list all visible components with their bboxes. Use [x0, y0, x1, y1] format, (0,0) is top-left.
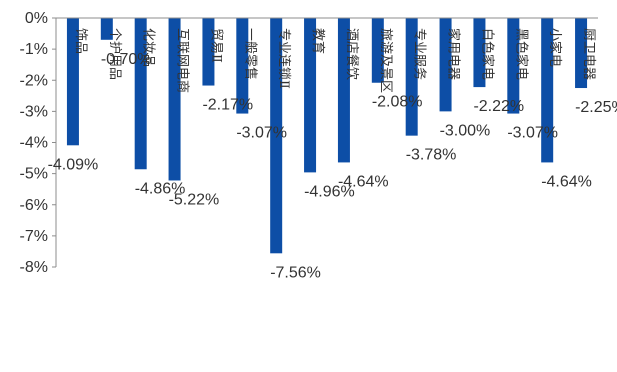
bar [304, 18, 317, 173]
x-tick-label: 家用电器 [446, 28, 462, 80]
x-tick-label: 白色家电 [479, 28, 495, 80]
x-tick-label: 教育 [310, 28, 326, 54]
data-labels: -4.09% -0.70% -4.86%-5.22% -2.17% -3.07% -7.5… [48, 51, 617, 282]
data-label: -4.86% [135, 180, 186, 197]
y-tick-label: -1% [20, 41, 48, 58]
data-label: -4.09% [48, 156, 99, 173]
x-tick-label: 厨卫电器 [581, 28, 596, 80]
bar [168, 18, 181, 181]
y-axis: 0% -1% -2% -3% -4% -5% -6% -7% -8% [20, 10, 57, 276]
bar [236, 18, 249, 114]
data-label: -3.00% [440, 122, 491, 139]
x-tick-label: 小家电 [547, 28, 563, 67]
x-tick-label: 专业服务 [412, 28, 428, 80]
data-label: -3.07% [507, 125, 558, 142]
data-label: -2.22% [473, 98, 524, 115]
bar [541, 18, 554, 163]
y-tick-label: -5% [20, 166, 48, 183]
y-tick-label: -6% [20, 197, 48, 214]
data-label: -0.70% [101, 51, 152, 68]
y-tick-label: -4% [20, 135, 48, 152]
data-label: -2.08% [372, 94, 423, 111]
data-label: -3.07% [236, 125, 287, 142]
x-tick-label: 个护用品 [107, 28, 122, 80]
data-label: -2.25% [575, 99, 617, 116]
bar [270, 18, 283, 254]
bar [405, 18, 418, 136]
x-tick-label: 饰品 [73, 28, 88, 54]
bar [575, 18, 588, 89]
bar [507, 18, 520, 114]
bar [371, 18, 384, 83]
x-tick-label: 黑色家电 [513, 28, 529, 80]
x-tick-label: 贸易Ⅱ [208, 28, 223, 63]
bar [100, 18, 113, 40]
data-label: -4.96% [304, 183, 355, 200]
bar [202, 18, 215, 86]
data-label: -7.56% [270, 264, 321, 281]
x-tick-label: 专业连锁Ⅱ [276, 28, 292, 89]
bar [473, 18, 486, 88]
data-label: -4.64% [541, 173, 592, 190]
data-label: -5.22% [169, 191, 220, 208]
x-tick-label: 一般零售 [242, 28, 258, 80]
bar [439, 18, 452, 112]
bar-series [66, 18, 588, 254]
data-label: -4.64% [338, 173, 389, 190]
y-tick-label: -7% [20, 228, 48, 245]
x-tick-label: 互联网电商 [175, 28, 190, 93]
y-tick-label: -8% [20, 259, 48, 276]
data-label: -3.78% [406, 147, 457, 164]
x-tick-label: 旅游及景区 [378, 28, 393, 93]
y-tick-label: -2% [20, 72, 48, 89]
bar [66, 18, 79, 146]
bar [337, 18, 350, 163]
y-tick-label: 0% [25, 10, 48, 27]
data-label: -2.17% [202, 97, 253, 114]
x-axis: 饰品 个护用品 化妆品 互联网电商 贸易Ⅱ 一般零售 专业连锁Ⅱ 教育 酒店餐饮 旅游及景区 专业服… [56, 17, 598, 93]
y-tick-label: -3% [20, 103, 48, 120]
bar [134, 18, 147, 170]
x-tick-label: 酒店餐饮 [344, 28, 360, 80]
x-tick-label: 化妆品 [141, 28, 156, 67]
